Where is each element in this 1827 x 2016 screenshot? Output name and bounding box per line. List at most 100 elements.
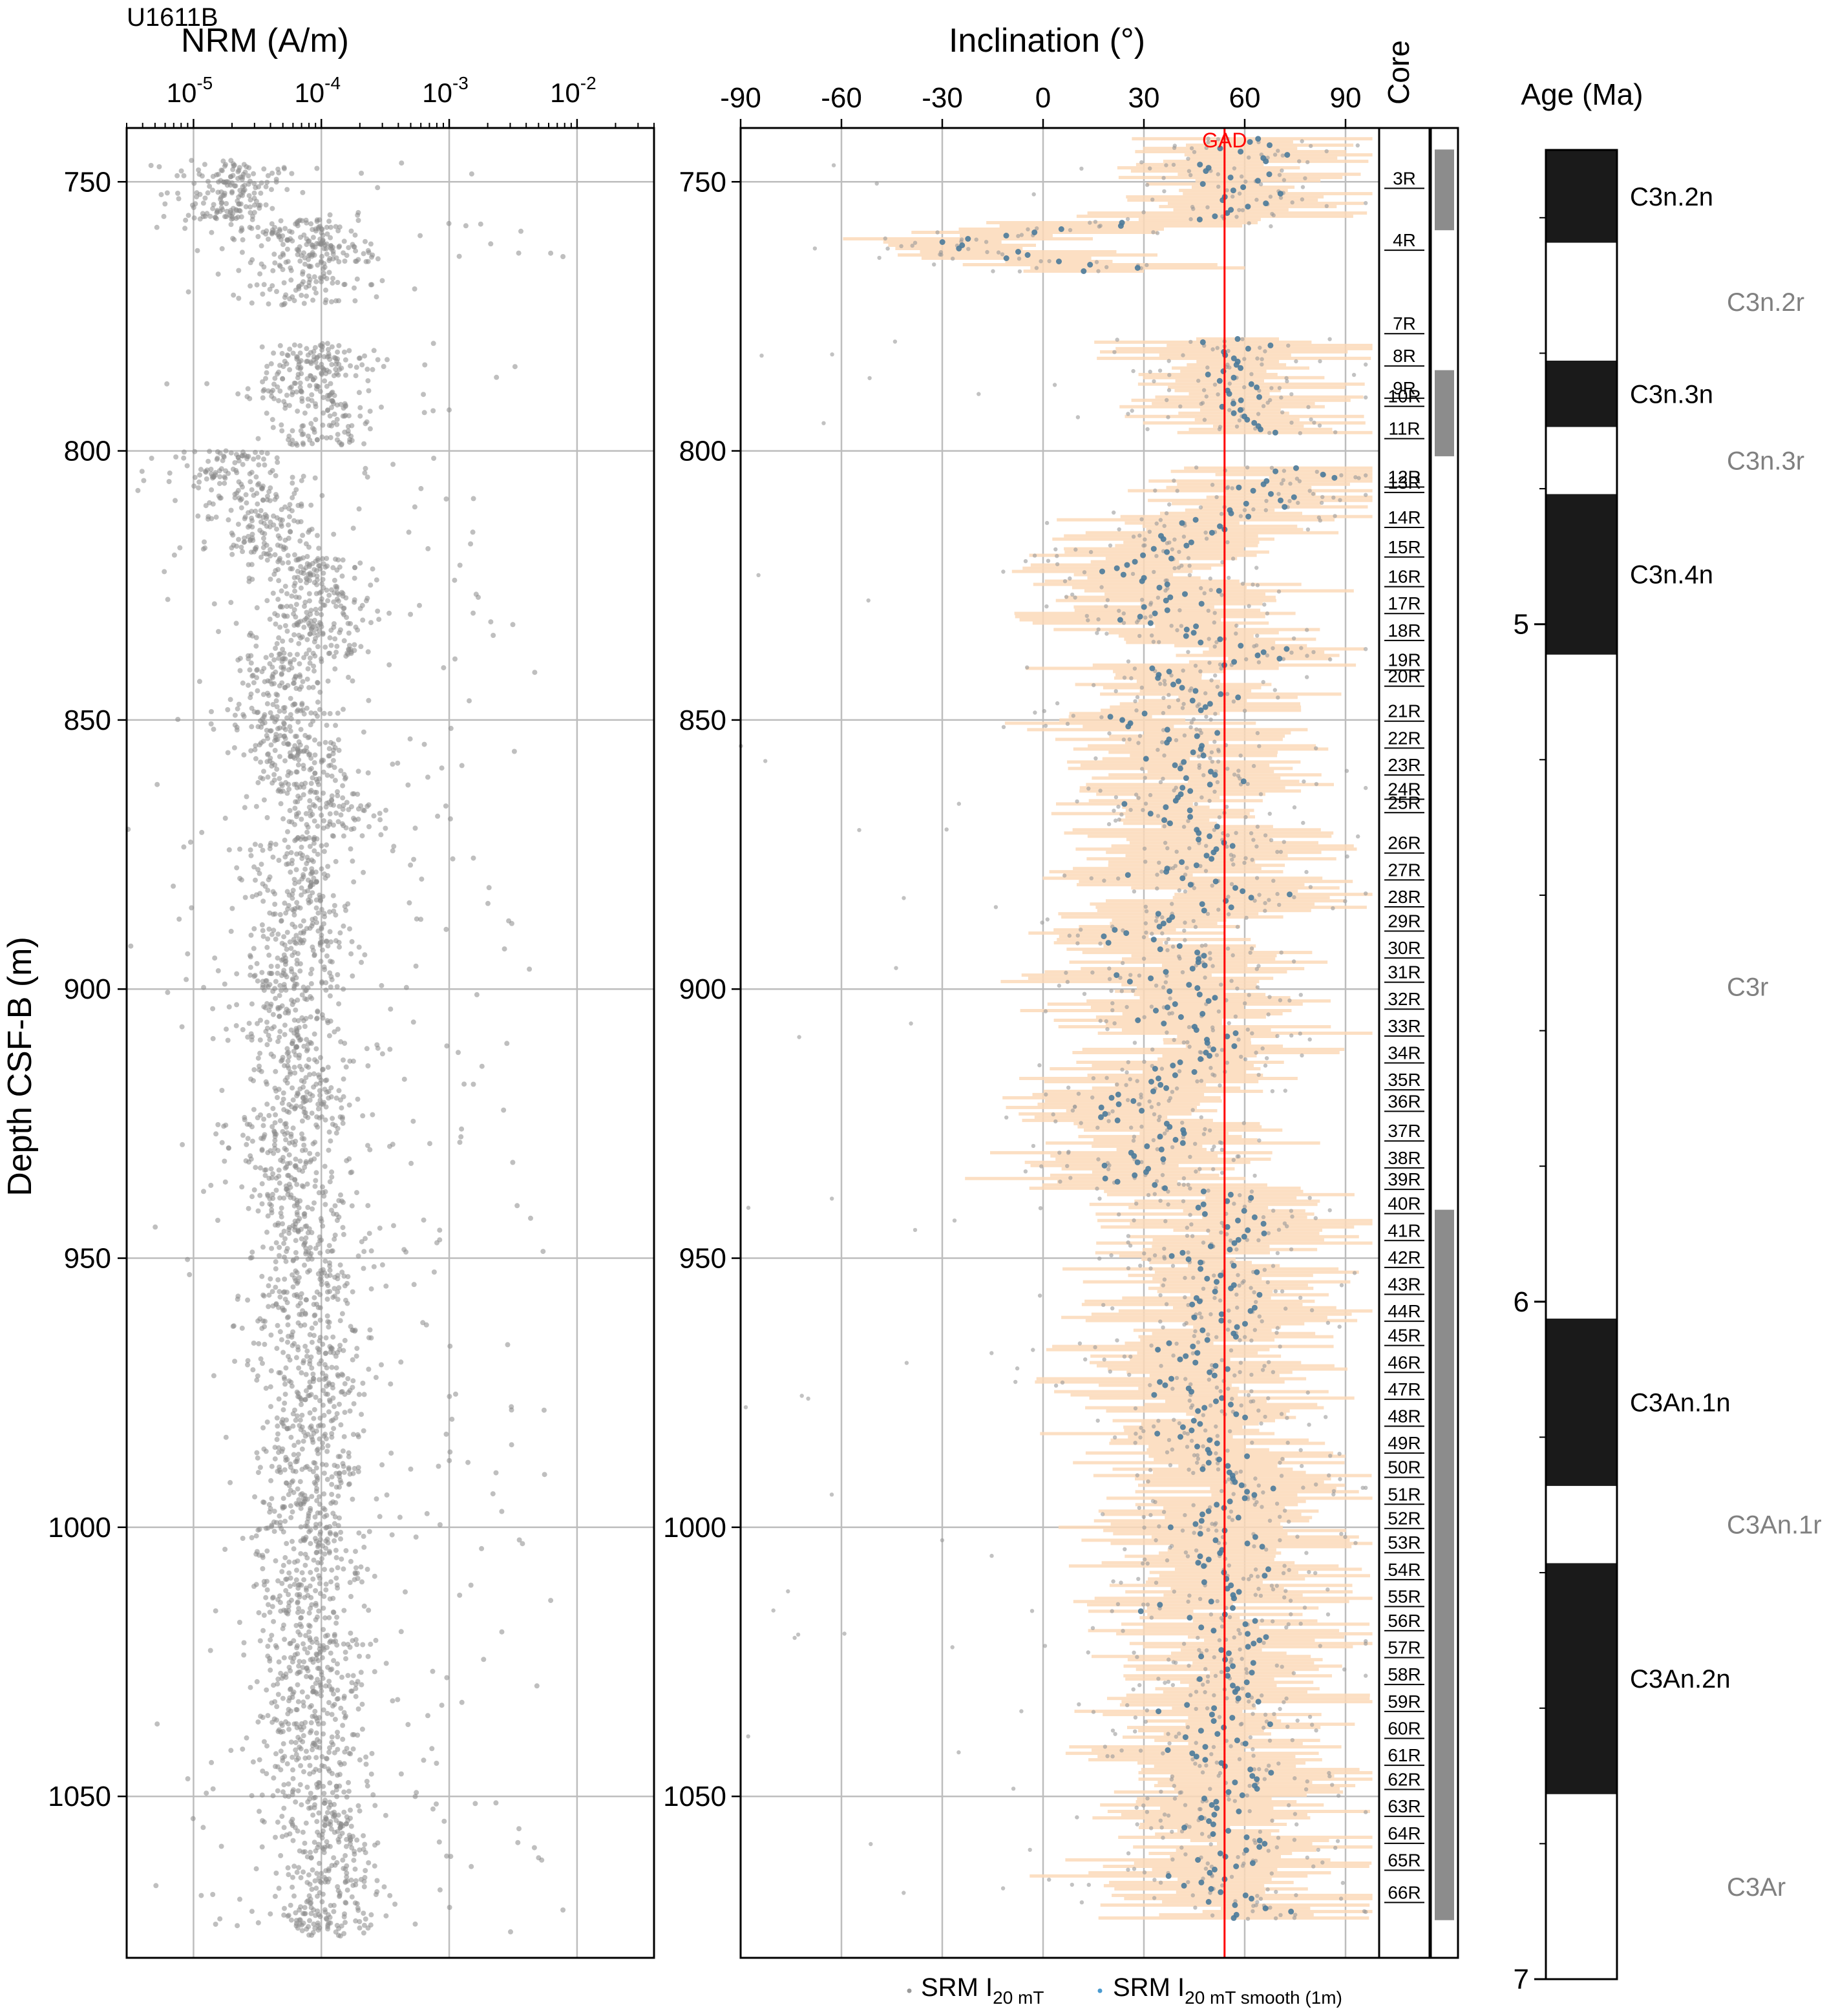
nrm-point — [135, 488, 140, 493]
nrm-point — [380, 278, 385, 283]
nrm-point — [308, 1606, 313, 1611]
inclination-raw-point — [1131, 369, 1135, 373]
nrm-point — [286, 1571, 291, 1576]
nrm-point — [253, 1165, 258, 1170]
nrm-point — [352, 298, 357, 303]
nrm-point — [385, 1492, 390, 1498]
nrm-point — [356, 769, 361, 774]
nrm-point — [275, 1437, 280, 1442]
inclination-raw-point — [1269, 224, 1273, 228]
nrm-point — [326, 1750, 332, 1755]
nrm-point — [259, 1356, 264, 1361]
nrm-point — [277, 1245, 282, 1250]
nrm-point — [324, 276, 330, 281]
nrm-point — [255, 1679, 260, 1684]
nrm-point — [338, 1318, 343, 1323]
nrm-point — [287, 819, 292, 824]
nrm-point — [176, 917, 182, 922]
nrm-point — [341, 1232, 346, 1237]
nrm-point — [308, 883, 313, 888]
nrm-point — [280, 242, 286, 247]
nrm-point — [435, 814, 440, 819]
inclination-envelope-band — [1116, 1632, 1373, 1635]
nrm-point — [297, 244, 302, 249]
nrm-point — [284, 1187, 289, 1192]
nrm-point — [328, 1822, 333, 1827]
inclination-raw-point — [935, 230, 939, 234]
nrm-point — [331, 1609, 336, 1615]
nrm-point — [282, 281, 287, 286]
nrm-point — [391, 1223, 396, 1228]
nrm-point — [273, 622, 279, 627]
nrm-point — [365, 1567, 370, 1572]
nrm-point — [341, 1448, 346, 1454]
nrm-point — [314, 906, 319, 911]
y-axis-label: Depth CSF-B (m) — [1, 937, 39, 1196]
nrm-point — [230, 533, 235, 538]
nrm-point — [437, 1227, 442, 1233]
nrm-point — [447, 1394, 452, 1399]
nrm-point — [295, 365, 301, 370]
nrm-point — [350, 1204, 355, 1209]
nrm-title: NRM (A/m) — [181, 22, 349, 59]
nrm-point — [273, 1259, 279, 1264]
nrm-point — [237, 165, 242, 170]
nrm-point — [208, 1648, 213, 1653]
nrm-point — [196, 167, 201, 173]
nrm-point — [361, 1931, 366, 1936]
nrm-point — [299, 817, 304, 822]
nrm-point — [333, 778, 338, 783]
nrm-point — [299, 1524, 304, 1529]
inclination-raw-point — [1269, 386, 1273, 390]
nrm-point — [510, 1160, 515, 1165]
nrm-point — [355, 1908, 361, 1913]
nrm-point — [302, 1595, 307, 1600]
nrm-point — [303, 1397, 308, 1403]
inclination-raw-point — [911, 244, 914, 248]
nrm-point — [304, 822, 310, 827]
nrm-point — [248, 653, 253, 658]
nrm-point — [319, 279, 324, 284]
nrm-point — [289, 1028, 294, 1033]
nrm-point — [277, 993, 282, 998]
nrm-point — [271, 1776, 276, 1781]
nrm-point — [209, 1760, 214, 1765]
nrm-point — [366, 1926, 371, 1931]
nrm-point — [238, 208, 243, 213]
nrm-point — [359, 1579, 364, 1584]
nrm-point — [258, 759, 263, 765]
nrm-point — [234, 1023, 239, 1028]
nrm-point — [316, 1927, 321, 1933]
nrm-point — [298, 924, 303, 929]
nrm-point — [312, 1714, 317, 1719]
nrm-point — [301, 423, 306, 429]
nrm-point — [301, 270, 306, 275]
nrm-point — [369, 1248, 374, 1253]
nrm-point — [457, 254, 462, 259]
inclination-raw-point — [1126, 217, 1130, 221]
nrm-point — [236, 296, 241, 301]
nrm-point — [251, 926, 257, 931]
nrm-point — [310, 1685, 315, 1690]
inclination-raw-point — [1017, 257, 1021, 260]
nrm-point — [266, 489, 271, 494]
nrm-point — [338, 1933, 343, 1938]
inclination-raw-point — [975, 238, 978, 242]
nrm-point — [319, 1693, 324, 1699]
nrm-point — [332, 666, 337, 672]
nrm-point — [177, 546, 182, 551]
nrm-point — [359, 171, 364, 176]
nrm-point — [271, 1619, 276, 1624]
nrm-point — [336, 244, 341, 249]
nrm-point — [258, 1037, 263, 1043]
nrm-point — [369, 1772, 374, 1777]
inclination-raw-point — [1256, 412, 1260, 416]
nrm-point — [282, 1289, 287, 1295]
nrm-point — [305, 1694, 310, 1699]
nrm-point — [268, 661, 273, 666]
inclination-raw-point — [1267, 431, 1271, 435]
nrm-point — [288, 808, 293, 813]
nrm-point — [382, 1884, 387, 1889]
inclination-raw-point — [1188, 340, 1192, 344]
nrm-point — [286, 1231, 291, 1236]
